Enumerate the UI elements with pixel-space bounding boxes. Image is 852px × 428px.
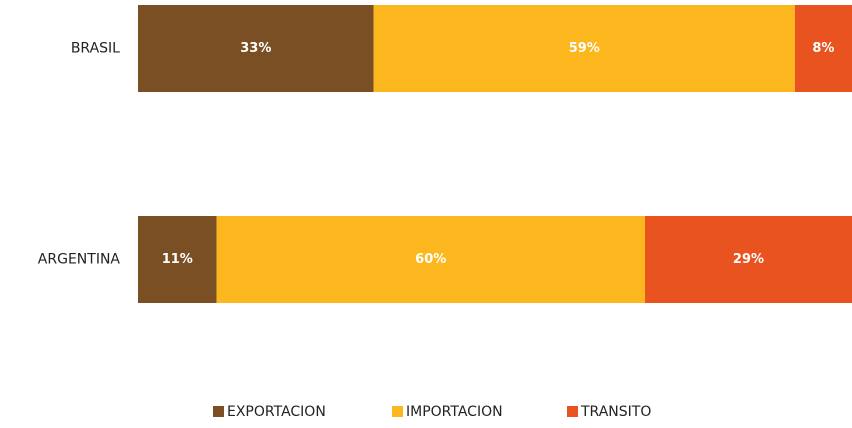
data-label: 29% (733, 252, 764, 267)
bar-segment (794, 5, 852, 92)
legend-swatch (392, 406, 403, 417)
bar-segment (216, 216, 645, 303)
data-label: 60% (415, 252, 446, 267)
legend-swatch (567, 406, 578, 417)
legend-label: IMPORTACION (406, 404, 503, 420)
data-label: 33% (240, 41, 271, 56)
bar-segment (373, 5, 795, 92)
legend-label: TRANSITO (580, 404, 651, 420)
data-label: 59% (569, 41, 600, 56)
legend-label: EXPORTACION (227, 404, 326, 420)
category-label: ARGENTINA (38, 252, 121, 268)
bar-segment (138, 5, 374, 92)
data-label: 11% (162, 252, 193, 267)
data-label: 8% (812, 41, 834, 56)
legend-swatch (213, 406, 224, 417)
category-label: BRASIL (71, 41, 120, 57)
bar-segment (644, 216, 852, 303)
bar-segment (138, 216, 217, 303)
